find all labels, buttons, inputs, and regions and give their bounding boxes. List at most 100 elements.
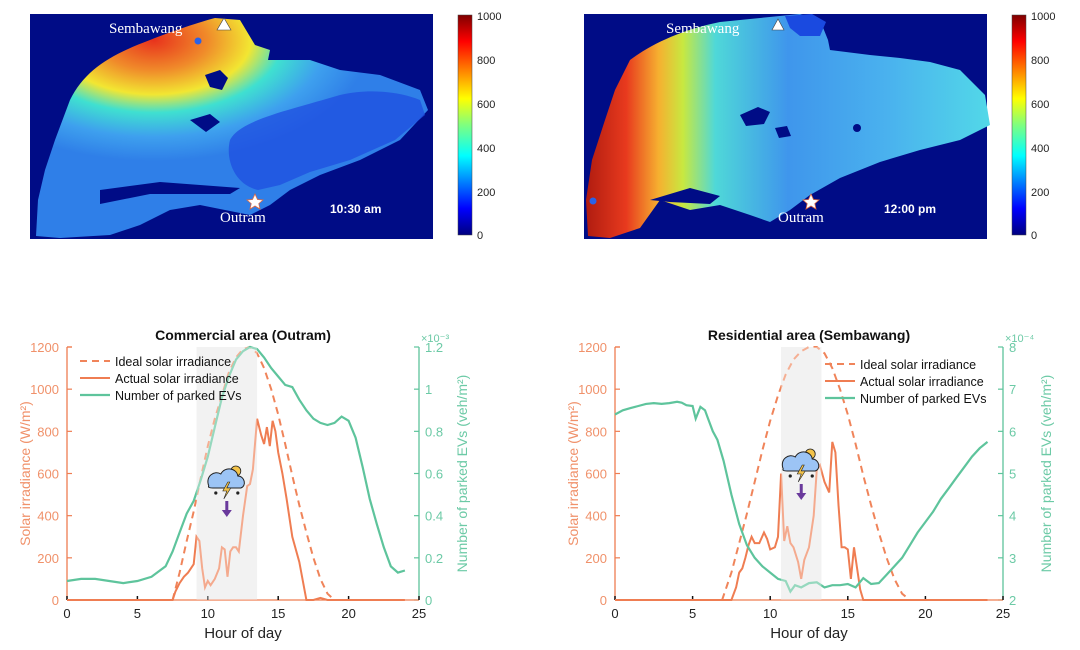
colorbar-tick: 200 xyxy=(477,187,495,199)
map-panel-1200: Sembawang Outram 12:00 pm 1000 800 600 4… xyxy=(584,11,1055,242)
raindrop-icon xyxy=(788,474,792,478)
x-tick-label: 25 xyxy=(996,606,1010,621)
right-tick-label: 6 xyxy=(1009,424,1016,439)
thunderstorm-icon xyxy=(781,448,820,500)
left-tick-label: 1200 xyxy=(578,340,607,355)
left-tick-label: 200 xyxy=(37,551,59,566)
x-tick-label: 0 xyxy=(611,606,618,621)
colorbar xyxy=(1011,14,1027,236)
right-tick-label: 1.2 xyxy=(425,340,443,355)
sembawang-dot xyxy=(194,37,202,45)
right-axis-label: Number of parked EVs (veh/m²) xyxy=(454,375,470,573)
reservoir xyxy=(100,70,240,204)
colorbar xyxy=(457,14,473,236)
chart-commercial: Commercial area (Outram)0200400600800100… xyxy=(17,327,470,642)
left-tick-label: 800 xyxy=(37,424,59,439)
colorbar-tick: 800 xyxy=(1031,55,1049,67)
colorbar-ticks: 1000 800 600 400 200 0 xyxy=(477,11,501,242)
left-tick-label: 0 xyxy=(52,593,59,608)
right-tick-label: 5 xyxy=(1009,467,1016,482)
legend-actual-label: Actual solar irradiance xyxy=(115,372,239,386)
x-axis-label: Hour of day xyxy=(204,625,282,642)
down-arrow-icon xyxy=(796,484,807,500)
colorbar-tick: 1000 xyxy=(477,11,501,23)
outram-label: Outram xyxy=(778,210,824,226)
parked-evs-line xyxy=(614,400,989,594)
left-tick-label: 600 xyxy=(585,467,607,482)
right-tick-label: 3 xyxy=(1009,551,1016,566)
right-axis-exponent: ×10⁻³ xyxy=(421,333,449,345)
x-tick-label: 10 xyxy=(201,606,215,621)
right-tick-label: 2 xyxy=(1009,593,1016,608)
right-axis-exponent: ×10⁻⁴ xyxy=(1005,333,1034,345)
outram-label: Outram xyxy=(220,210,266,226)
legend-ideal-label: Ideal solar irradiance xyxy=(115,355,231,369)
cool-north xyxy=(785,14,826,36)
left-axis-label: Solar irradiance (W/m²) xyxy=(565,401,581,546)
sembawang-triangle-icon xyxy=(216,17,232,31)
lightning-icon xyxy=(222,481,232,500)
island-shape xyxy=(586,14,990,238)
colorbar-ticks: 1000 800 600 400 200 0 xyxy=(1031,11,1055,242)
colorbar-tick: 600 xyxy=(1031,99,1049,111)
sembawang-dot xyxy=(589,197,597,205)
map-panel-1030: Sembawang Outram 10:30 am 1000 800 600 4… xyxy=(30,11,501,242)
right-tick-label: 0 xyxy=(425,593,432,608)
raindrop-icon xyxy=(810,474,814,478)
x-tick-label: 5 xyxy=(689,606,696,621)
legend-ideal-label: Ideal solar irradiance xyxy=(860,358,976,372)
colorbar-tick: 800 xyxy=(477,55,495,67)
colorbar-tick: 1000 xyxy=(1031,11,1055,23)
actual-irradiance-line xyxy=(67,418,405,601)
x-tick-label: 15 xyxy=(841,606,855,621)
x-tick-label: 15 xyxy=(271,606,285,621)
right-tick-label: 0.4 xyxy=(425,509,443,524)
legend-actual-label: Actual solar irradiance xyxy=(860,375,984,389)
legend-evs-label: Number of parked EVs xyxy=(860,392,986,406)
right-tick-label: 7 xyxy=(1009,382,1016,397)
right-tick-label: 4 xyxy=(1009,509,1016,524)
right-tick-label: 0.6 xyxy=(425,467,443,482)
right-tick-label: 1 xyxy=(425,382,432,397)
outram-star-icon xyxy=(802,193,820,210)
time-label: 10:30 am xyxy=(330,202,381,216)
left-tick-label: 600 xyxy=(37,467,59,482)
cloud-icon xyxy=(207,468,245,489)
x-axis-label: Hour of day xyxy=(770,625,848,642)
sembawang-label: Sembawang xyxy=(109,21,183,37)
outram-star-icon xyxy=(246,193,264,210)
right-tick-label: 0.8 xyxy=(425,424,443,439)
x-tick-label: 20 xyxy=(918,606,932,621)
reservoir-dot xyxy=(853,124,861,132)
actual-irradiance-line xyxy=(615,441,988,601)
right-axis-label: Number of parked EVs (veh/m²) xyxy=(1038,375,1054,573)
chart-title: Residential area (Sembawang) xyxy=(708,327,910,343)
right-tick-label: 8 xyxy=(1009,340,1016,355)
x-tick-label: 10 xyxy=(763,606,777,621)
raindrop-icon xyxy=(214,491,218,495)
lightning-icon xyxy=(796,464,806,483)
down-arrow-icon xyxy=(221,501,232,517)
thunderstorm-icon xyxy=(207,465,245,517)
island-shape xyxy=(36,18,428,238)
left-tick-label: 1000 xyxy=(578,382,607,397)
left-tick-label: 1200 xyxy=(30,340,59,355)
cool-zone xyxy=(228,91,425,190)
colorbar-tick: 400 xyxy=(477,143,495,155)
colorbar-tick: 600 xyxy=(477,99,495,111)
x-tick-label: 25 xyxy=(412,606,426,621)
left-tick-label: 0 xyxy=(600,593,607,608)
sembawang-triangle-icon xyxy=(771,18,785,31)
colorbar-tick: 200 xyxy=(1031,187,1049,199)
left-tick-label: 400 xyxy=(37,509,59,524)
left-tick-label: 1000 xyxy=(30,382,59,397)
chart-residential: Residential area (Sembawang)020040060080… xyxy=(565,327,1054,642)
cloud-icon xyxy=(781,451,820,472)
time-label: 12:00 pm xyxy=(884,202,936,216)
x-tick-label: 0 xyxy=(63,606,70,621)
legend-evs-label: Number of parked EVs xyxy=(115,389,241,403)
parked-evs-line xyxy=(66,345,406,585)
left-tick-label: 200 xyxy=(585,551,607,566)
colorbar-tick: 400 xyxy=(1031,143,1049,155)
